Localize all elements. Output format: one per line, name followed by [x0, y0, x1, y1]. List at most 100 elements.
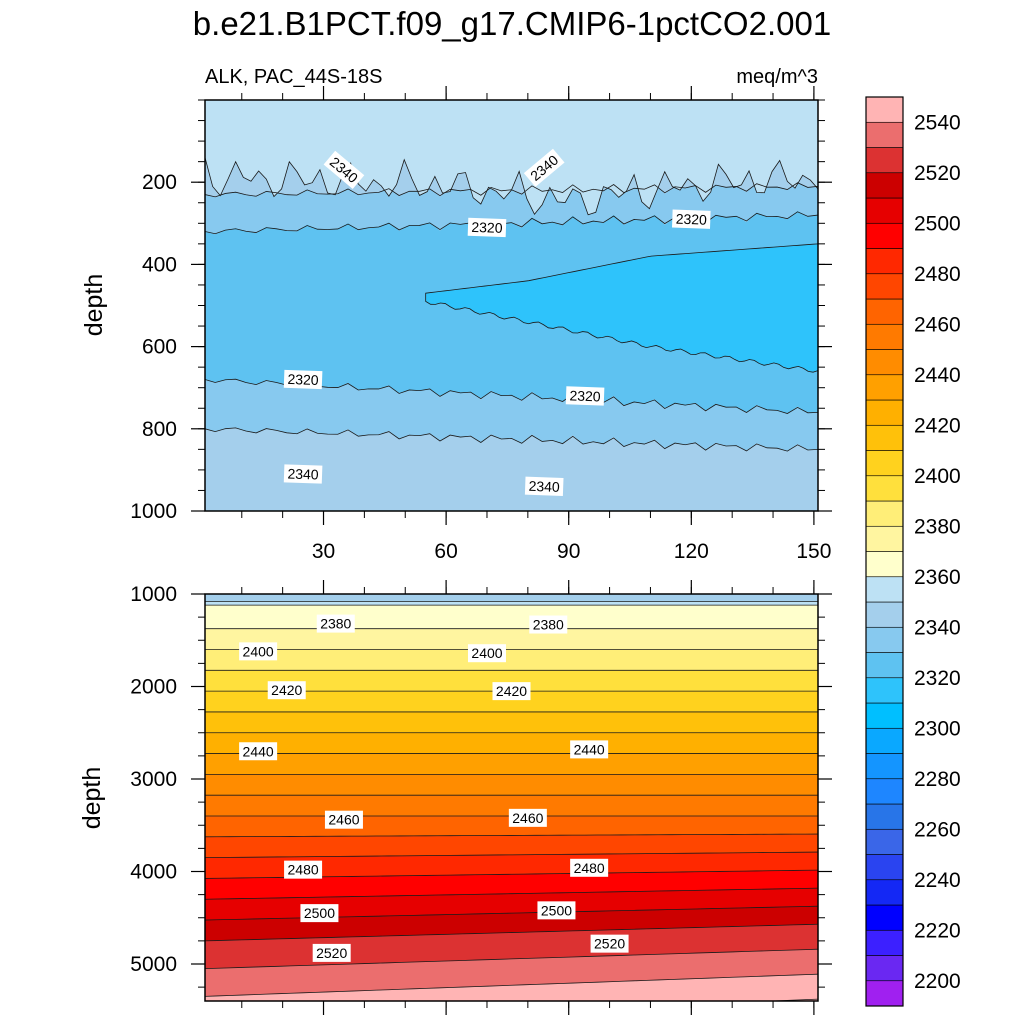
- contour-label-text: 2320: [471, 219, 503, 236]
- contour-label: 2400: [239, 642, 278, 661]
- colorbar-swatch: [865, 828, 904, 855]
- colorbar-swatch: [865, 121, 904, 148]
- lower-band: [205, 888, 818, 921]
- contour-label-text: 2460: [328, 812, 359, 828]
- y-tick-label: 5000: [130, 953, 177, 976]
- contour-label: 2320: [467, 217, 507, 238]
- x-tick-label: 120: [674, 540, 709, 563]
- y-tick-label: 800: [142, 418, 177, 441]
- upper-contour-line: [205, 211, 818, 235]
- contour-label-box: [467, 217, 507, 238]
- contour-label-text: 2520: [316, 945, 347, 961]
- lower-band: [205, 649, 818, 671]
- x-tick-label: 150: [796, 540, 831, 563]
- colorbar-label: 2500: [914, 212, 961, 235]
- contour-label: 2440: [239, 742, 278, 761]
- colorbar-swatch: [865, 601, 904, 628]
- contour-label-text: 2320: [675, 211, 707, 228]
- contour-label-text: 2340: [528, 478, 560, 495]
- contour-label: 2400: [467, 644, 506, 663]
- lower-band: [205, 732, 818, 754]
- colorbar-swatch: [865, 677, 904, 704]
- lower-band: [205, 974, 818, 1001]
- y-tick-label: 1000: [130, 500, 177, 523]
- upper-band-1: [205, 181, 818, 234]
- colorbar-swatch: [865, 854, 904, 881]
- contour-label-box: [537, 901, 576, 920]
- colorbar-swatch: [865, 96, 904, 123]
- lower-band: [205, 834, 818, 858]
- contour-label: 2500: [537, 901, 576, 920]
- colorbar-swatch: [865, 803, 904, 830]
- contour-label: 2420: [267, 681, 306, 700]
- upper-contour-line: [205, 427, 818, 452]
- contour-label-text: 2420: [271, 682, 302, 698]
- colorbar-swatch: [865, 399, 904, 426]
- lower-band: [205, 906, 818, 941]
- colorbar-swatch: [865, 273, 904, 300]
- y-tick-label: 4000: [130, 861, 177, 884]
- contour-label: 2320: [283, 369, 323, 390]
- upper-band-4: [205, 427, 818, 511]
- colorbar-swatch: [865, 702, 904, 729]
- lower-band: [205, 628, 818, 650]
- lower-contour-line: [205, 851, 818, 859]
- colorbar-swatch: [865, 525, 904, 552]
- colorbar-swatch: [865, 778, 904, 805]
- lower-band: [205, 670, 818, 692]
- colorbar-swatch: [865, 424, 904, 451]
- contour-label: 2460: [508, 808, 547, 827]
- contour-label-box: [672, 209, 711, 229]
- colorbar-swatch: [865, 980, 904, 1007]
- contour-label-text: 2380: [533, 617, 564, 633]
- contour-label-box: [316, 614, 355, 633]
- contour-label-box: [492, 682, 531, 701]
- colorbar-swatch: [865, 753, 904, 780]
- contour-label-text: 2380: [320, 616, 351, 632]
- lower-contour-line: [762, 998, 818, 1001]
- colorbar-swatch: [865, 172, 904, 199]
- upper-band-3: [205, 378, 818, 452]
- y-tick-label: 1000: [130, 583, 177, 606]
- contour-label: 2500: [300, 904, 339, 923]
- contour-label-text: 2460: [512, 810, 543, 826]
- lower-contour-line: [205, 973, 818, 997]
- contour-label-text: 2500: [541, 902, 572, 918]
- contour-label-box: [239, 742, 278, 761]
- x-tick-label: 30: [312, 540, 335, 563]
- contour-label-box: [312, 943, 351, 962]
- contour-label: 2460: [324, 810, 363, 829]
- lower-band: [205, 711, 818, 733]
- contour-label-box: [590, 934, 629, 953]
- colorbar-swatch: [865, 222, 904, 249]
- colorbar-swatch: [865, 551, 904, 578]
- subtitle-right: meq/m^3: [736, 66, 818, 88]
- lower-contour-line: [205, 887, 818, 900]
- contour-label: 2380: [529, 615, 568, 634]
- colorbar-label: 2440: [914, 364, 961, 387]
- upper-panel-axes: 200 400 600 800 1000 30 60 90 120 150: [130, 86, 832, 563]
- colorbar-label: 2400: [914, 465, 961, 488]
- colorbar-swatch: [865, 626, 904, 653]
- contour-label: 2480: [284, 860, 323, 879]
- x-tick-label: 60: [434, 540, 457, 563]
- contour-label: 2520: [312, 943, 351, 962]
- colorbar-frame: [865, 96, 904, 1007]
- colorbar-swatch: [865, 955, 904, 982]
- lower-band: [205, 949, 818, 997]
- colorbar-swatch: [865, 727, 904, 754]
- contour-label-text: 2340: [287, 465, 319, 482]
- colorbar-swatch: [865, 652, 904, 679]
- contour-label-text: 2500: [304, 905, 335, 921]
- lower-contour-line: [205, 923, 818, 942]
- colorbar-swatch: [865, 904, 904, 931]
- contour-label-text: 2400: [243, 643, 274, 659]
- upper-contour-line: [205, 182, 818, 198]
- colorbar-label: 2420: [914, 414, 961, 437]
- contour-label-text: 2420: [496, 683, 527, 699]
- colorbar-swatch: [865, 349, 904, 376]
- contour-label-box: [300, 904, 339, 923]
- colorbar-swatch: [865, 298, 904, 325]
